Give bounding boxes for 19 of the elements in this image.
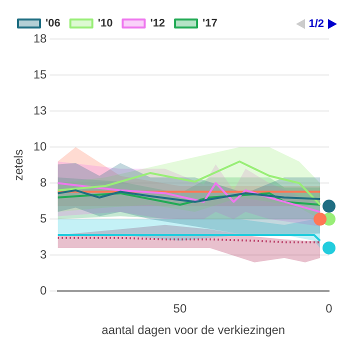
y-tick-label: 3	[40, 247, 48, 262]
y-axis-title: zetels	[12, 149, 26, 181]
y-tick-label: 15	[33, 67, 48, 82]
point	[322, 241, 336, 254]
point	[322, 200, 336, 213]
y-tick-label: 10	[33, 139, 48, 154]
x-axis-title: aantal dagen voor de verkiezingen	[102, 323, 286, 338]
y-tick-label: 13	[33, 103, 48, 118]
y-tick-label: 0	[40, 284, 48, 298]
legend-label: '10	[98, 18, 113, 30]
point	[314, 212, 327, 226]
text: 1/2	[308, 18, 324, 30]
legend-label: '06	[46, 18, 60, 30]
y-tick-label: 18	[33, 31, 48, 46]
x-tick-label: 50	[173, 302, 187, 316]
legend-label: '12	[150, 18, 166, 30]
legend-label: '17	[202, 18, 218, 30]
y-tick-label: 8	[40, 175, 48, 190]
y-tick-label: 5	[40, 211, 48, 226]
